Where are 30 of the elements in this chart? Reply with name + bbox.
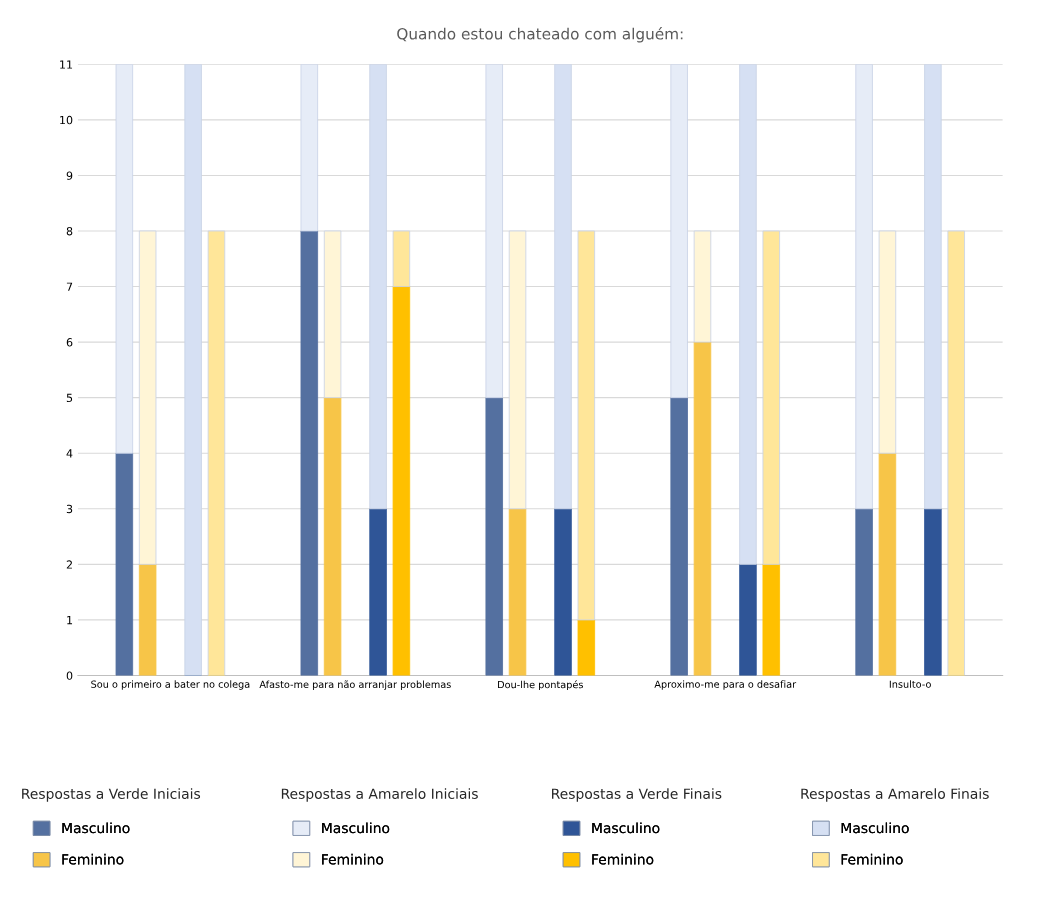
y-tick-label: 1 — [67, 616, 73, 625]
text: Respostas a Amarelo Iniciais — [281, 788, 478, 802]
legend-label: Feminino — [841, 853, 903, 865]
text: Respostas a Amarelo Finais — [801, 788, 989, 802]
x-tick-label: Sou o primeiro a bater no colega — [91, 680, 250, 690]
y-tick-label: 5 — [66, 393, 73, 403]
legend-label: Feminino — [322, 853, 384, 865]
y-tick-label: 8 — [66, 226, 73, 236]
x-tick-label: Aproximo-me para o desafiar — [654, 680, 797, 690]
y-tick-label: 2 — [66, 560, 72, 569]
y-tick-label: 10 — [60, 115, 73, 125]
y-tick-label: 6 — [66, 338, 73, 347]
legend-label: Masculino — [62, 822, 130, 834]
legend-label: Masculino — [841, 822, 909, 834]
y-tick-label: 7 — [66, 282, 73, 291]
chart-title: Quando estou chateado com alguém: — [397, 27, 683, 43]
legend-label: Masculino — [322, 822, 390, 834]
legend-label: Masculino — [592, 822, 660, 834]
y-tick-label: 11 — [60, 60, 73, 69]
y-tick-label: 0 — [66, 671, 73, 680]
legend-label: Feminino — [62, 853, 124, 865]
y-tick-label: 3 — [66, 504, 73, 514]
x-tick-label: Insulto-o — [889, 680, 931, 688]
legend-label: Feminino — [592, 853, 654, 865]
text: Respostas a Verde Finais — [552, 788, 722, 802]
text: Respostas a Verde Iniciais — [22, 788, 201, 802]
x-tick-label: Afasto-me para não arranjar problemas — [259, 680, 451, 690]
y-tick-label: 9 — [66, 171, 73, 180]
y-tick-label: 4 — [66, 449, 73, 458]
x-tick-label: Dou-lhe pontapés — [498, 680, 583, 691]
